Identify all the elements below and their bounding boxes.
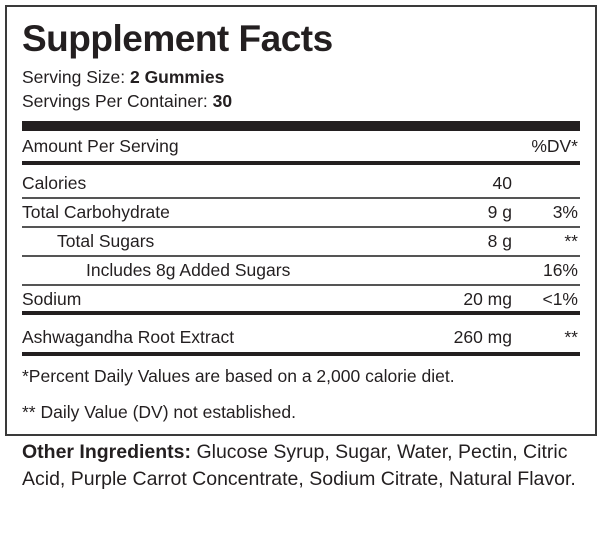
- nutrient-name: Includes 8g Added Sugars: [86, 260, 291, 280]
- amount-header: Amount Per Serving: [22, 136, 179, 156]
- other-ingredients-text: Glucose Syrup, Sugar, Water, Pectin, Cit…: [22, 441, 576, 490]
- divider: [22, 197, 580, 199]
- panel-title: Supplement Facts: [22, 18, 333, 59]
- nutrient-dv: **: [564, 327, 578, 347]
- nutrient-row: Includes 8g Added Sugars 16%: [22, 257, 580, 283]
- thick-divider: [22, 121, 580, 131]
- nutrient-row: Sodium 20 mg <1%: [22, 286, 580, 312]
- divider: [22, 284, 580, 286]
- divider: [22, 226, 580, 228]
- nutrient-name: Total Sugars: [57, 231, 155, 251]
- divider: [22, 311, 580, 315]
- nutrient-name: Calories: [22, 173, 87, 193]
- nutrient-amount: 8 g: [487, 231, 512, 251]
- servings-per-container: Servings Per Container: 30: [22, 91, 232, 112]
- supplement-facts-panel: [5, 5, 597, 436]
- nutrient-amount: 20 mg: [463, 289, 512, 309]
- other-ingredients: Other Ingredients: Glucose Syrup, Sugar,…: [22, 439, 592, 493]
- divider: [22, 255, 580, 257]
- divider: [22, 161, 580, 165]
- servings-value: 30: [212, 91, 233, 111]
- serving-size-value: 2 Gummies: [129, 67, 225, 87]
- footnote-dv: *Percent Daily Values are based on a 2,0…: [22, 366, 455, 386]
- nutrient-name: Ashwagandha Root Extract: [22, 327, 235, 347]
- header-row: Amount Per Serving %DV*: [22, 133, 580, 159]
- nutrient-dv: 16%: [542, 260, 578, 280]
- nutrient-name: Sodium: [22, 289, 82, 309]
- footnote-not-established: ** Daily Value (DV) not established.: [22, 402, 296, 422]
- nutrient-amount: 40: [492, 173, 512, 193]
- serving-size: Serving Size: 2 Gummies: [22, 67, 224, 88]
- nutrient-dv: **: [564, 231, 578, 251]
- nutrient-amount: 9 g: [487, 202, 512, 222]
- nutrient-dv: 3%: [552, 202, 578, 222]
- nutrient-row: Total Carbohydrate 9 g 3%: [22, 199, 580, 225]
- other-ingredients-label: Other Ingredients:: [22, 441, 192, 463]
- dv-header: %DV*: [531, 136, 578, 156]
- nutrient-row: Total Sugars 8 g **: [22, 228, 580, 254]
- nutrient-row: Ashwagandha Root Extract 260 mg **: [22, 324, 580, 350]
- nutrient-row: Calories 40: [22, 170, 580, 196]
- nutrient-amount: 260 mg: [453, 327, 512, 347]
- divider: [22, 352, 580, 356]
- nutrient-name: Total Carbohydrate: [22, 202, 170, 222]
- nutrient-dv: <1%: [542, 289, 578, 309]
- servings-label: Servings Per Container:: [22, 91, 213, 111]
- serving-size-label: Serving Size:: [22, 67, 130, 87]
